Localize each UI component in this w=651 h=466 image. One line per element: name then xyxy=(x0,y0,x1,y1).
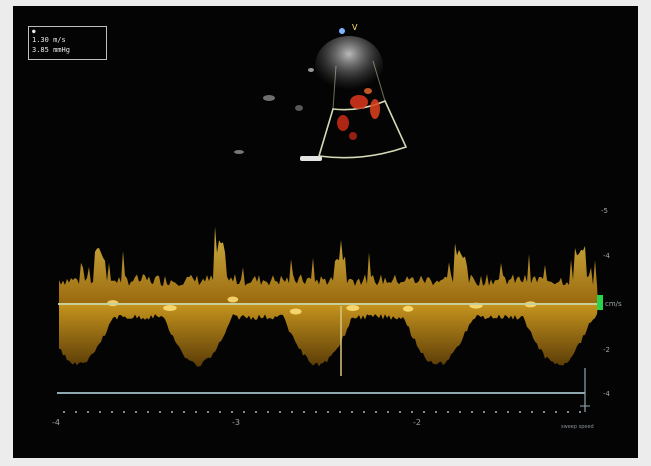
forward-flow-envelope xyxy=(59,226,598,304)
spectral-highlight xyxy=(346,305,360,312)
time-tick xyxy=(459,411,461,413)
calibration-row-1: 1.30 m/s xyxy=(32,36,66,44)
time-tick xyxy=(531,411,533,413)
time-tick xyxy=(495,411,497,413)
calibration-row-2: 3.85 mmHg xyxy=(32,46,70,54)
time-tick xyxy=(159,411,161,413)
time-tick xyxy=(195,411,197,413)
time-tick xyxy=(387,411,389,413)
time-tick xyxy=(255,411,257,413)
calibration-box: ● 1.30 m/s 3.85 mmHg xyxy=(28,26,107,60)
time-tick xyxy=(555,411,557,413)
time-tick xyxy=(363,411,365,413)
time-tick xyxy=(135,411,137,413)
time-tick xyxy=(63,411,65,413)
color-box-outline xyxy=(317,99,408,159)
cursor-dot: ● xyxy=(32,28,36,35)
time-tick xyxy=(279,411,281,413)
time-tick xyxy=(567,411,569,413)
sector-marker: V xyxy=(352,23,358,32)
time-tick xyxy=(411,411,413,413)
time-label-0: -4 xyxy=(52,418,60,427)
time-tick xyxy=(579,411,581,413)
reverse-flow-envelope xyxy=(59,304,598,367)
time-tick xyxy=(327,411,329,413)
time-tick xyxy=(147,411,149,413)
ultrasound-display: ● 1.30 m/s 3.85 mmHg xyxy=(13,6,638,458)
time-tick xyxy=(99,411,101,413)
time-label-2: -2 xyxy=(413,418,421,427)
scale-label-3: -4 xyxy=(603,390,610,398)
time-tick xyxy=(447,411,449,413)
time-tick xyxy=(435,411,437,413)
time-tick xyxy=(375,411,377,413)
spectral-highlight xyxy=(289,308,302,315)
time-tick xyxy=(543,411,545,413)
sweep-speed-label: sweep speed xyxy=(561,424,594,430)
orientation-dot xyxy=(339,28,345,34)
time-tick xyxy=(75,411,77,413)
time-tick xyxy=(111,411,113,413)
time-tick xyxy=(471,411,473,413)
time-tick xyxy=(219,411,221,413)
time-tick xyxy=(507,411,509,413)
time-tick xyxy=(351,411,353,413)
time-label-1: -3 xyxy=(232,418,240,427)
time-tick xyxy=(483,411,485,413)
time-tick xyxy=(207,411,209,413)
time-tick xyxy=(267,411,269,413)
time-tick xyxy=(183,411,185,413)
sector-image xyxy=(57,28,603,413)
spectral-highlight xyxy=(402,305,414,312)
time-tick xyxy=(315,411,317,413)
baseline-marker xyxy=(597,295,603,310)
scale-label-0: -5 xyxy=(601,207,608,215)
spectral-highlight xyxy=(163,304,177,311)
baseline-unit: cm/s xyxy=(605,300,622,308)
time-tick xyxy=(243,411,245,413)
time-tick xyxy=(171,411,173,413)
tissue-echo xyxy=(315,36,383,96)
scale-label-2: -2 xyxy=(603,346,610,354)
time-tick xyxy=(303,411,305,413)
time-tick xyxy=(123,411,125,413)
time-tick xyxy=(87,411,89,413)
doppler-spectrum xyxy=(59,226,598,376)
scale-label-1: -4 xyxy=(603,252,610,260)
time-tick xyxy=(231,411,233,413)
time-tick xyxy=(423,411,425,413)
time-axis xyxy=(63,411,581,413)
time-tick xyxy=(519,411,521,413)
color-flow xyxy=(337,88,380,140)
time-tick xyxy=(339,411,341,413)
time-tick xyxy=(399,411,401,413)
probe-artifact xyxy=(300,156,322,161)
spectral-highlight xyxy=(227,296,239,303)
time-tick xyxy=(291,411,293,413)
